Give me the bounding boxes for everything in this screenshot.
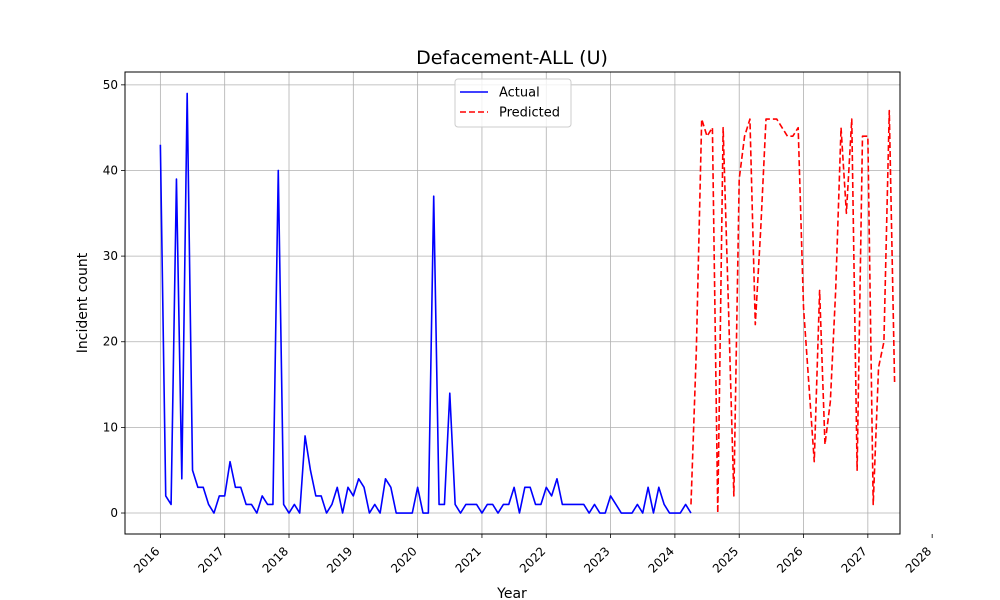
grid-layer — [125, 72, 900, 534]
y-tick-label: 50 — [103, 78, 118, 92]
y-axis-label: Incident count — [75, 252, 91, 353]
plot-frame — [124, 71, 901, 535]
actual-series-line — [159, 92, 692, 514]
y-tick-label: 10 — [103, 420, 118, 434]
series-layer — [159, 92, 896, 514]
predicted-series-line — [690, 109, 896, 514]
predicted-legend-label: Predicted — [499, 106, 560, 121]
y-tick-label: 30 — [103, 249, 118, 263]
y-tick-label: 0 — [110, 506, 118, 520]
y-tick-label: 40 — [103, 163, 118, 177]
y-tick-label: 20 — [103, 335, 118, 349]
legend-box — [454, 78, 572, 128]
legend: Actual Predicted — [454, 78, 572, 128]
actual-legend-label: Actual — [499, 86, 540, 101]
chart-title: Defacement-ALL (U) — [416, 47, 608, 69]
x-axis-label: Year — [496, 586, 527, 600]
